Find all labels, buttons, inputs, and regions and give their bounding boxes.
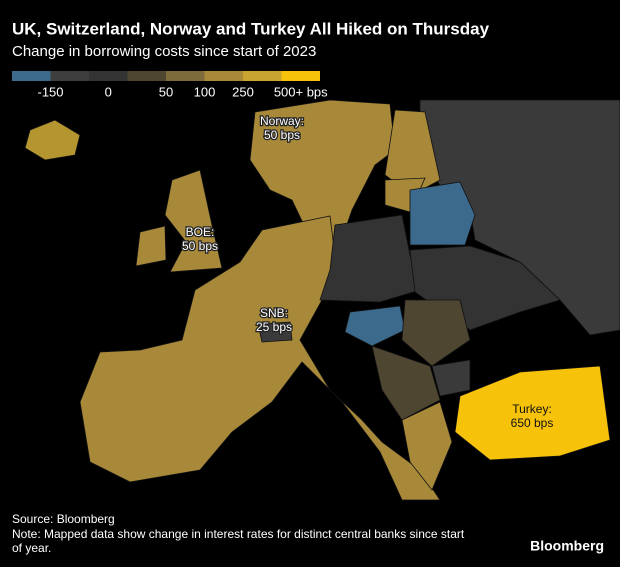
annotation: 25 bps [256,320,292,334]
uk [164,169,223,273]
legend-label: -150 [37,84,63,99]
legend-swatch [243,71,282,81]
annotation: Norway: [260,114,304,128]
annotation: BOE: [186,225,215,239]
ireland [135,225,167,267]
legend-label: 50 [159,84,173,99]
turkey [454,365,611,461]
greece [401,401,453,491]
brand: Bloomberg [530,538,604,554]
annotation: 50 bps [264,128,300,142]
bulgaria [431,359,471,397]
legend-label: 250 [232,84,254,99]
legend: -150 0 50 100 250 500+ bps [12,71,328,99]
legend-swatch [281,71,320,81]
legend-swatch [12,71,51,81]
legend-label: 100 [194,84,216,99]
annotation: 50 bps [182,239,218,253]
romania [401,299,471,367]
hungary [344,305,406,347]
legend-label: 0 [105,84,112,99]
legend-swatch [127,71,166,81]
source: Source: Bloomberg [12,512,115,526]
central-europe [319,214,421,303]
title: UK, Switzerland, Norway and Turkey All H… [12,19,490,38]
annotation: 650 bps [511,416,554,430]
legend-swatch [50,71,89,81]
legend-swatch [89,71,128,81]
map [24,99,620,501]
legend-label: 500+ bps [274,84,328,99]
annotation: Turkey: [512,402,552,416]
note-line: of year. [12,541,51,555]
switzerland [257,321,293,343]
iceland [24,119,81,161]
legend-swatch [166,71,205,81]
legend-swatch [204,71,243,81]
belarus [409,181,476,246]
note-line: Note: Mapped data show change in interes… [12,527,465,541]
subtitle: Change in borrowing costs since start of… [12,43,316,60]
annotation: SNB: [260,306,288,320]
balkans [371,345,441,421]
